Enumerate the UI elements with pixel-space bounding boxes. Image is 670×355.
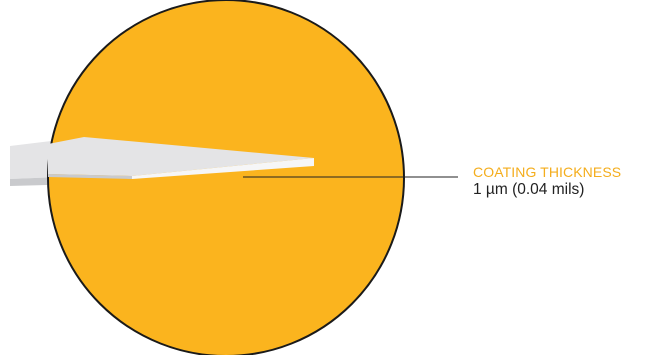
coating-thickness-value: 1 µm (0.04 mils) [473,181,585,198]
substrate-sheet-inner [48,137,314,179]
coating-thickness-label: COATING THICKNESS [473,164,622,180]
coating-thickness-callout: COATING THICKNESS 1 µm (0.04 mils) [473,164,621,198]
magnified-coating-circle [47,0,405,355]
